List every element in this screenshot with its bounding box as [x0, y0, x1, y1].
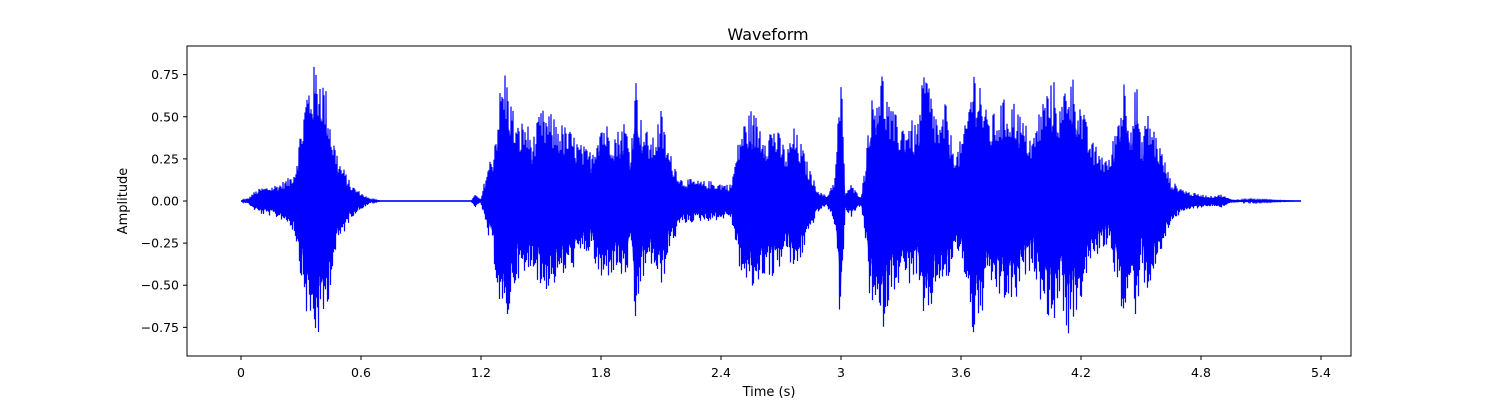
x-tick-label: 4.2 — [1071, 365, 1091, 380]
x-axis-label: Time (s) — [742, 385, 796, 400]
x-tick-label: 4.8 — [1191, 365, 1211, 380]
x-tick-label: 1.8 — [591, 365, 611, 380]
x-tick-label: 3 — [837, 365, 845, 380]
x-axis: 0 0.6 1.2 1.8 2.4 3 3.6 4.2 4.8 5.4 — [237, 356, 1331, 380]
y-tick-label: 0.00 — [151, 194, 179, 209]
y-tick-label: −0.75 — [141, 320, 179, 335]
y-tick-label: −0.50 — [141, 278, 179, 293]
y-tick-label: 0.75 — [151, 67, 179, 82]
x-tick-label: 5.4 — [1311, 365, 1331, 380]
y-tick-label: −0.25 — [141, 236, 179, 251]
y-axis: −0.75 −0.50 −0.25 0.00 0.25 0.50 0.75 — [141, 67, 187, 335]
x-tick-label: 2.4 — [711, 365, 731, 380]
y-axis-label: Amplitude — [116, 168, 131, 235]
chart-title: Waveform — [727, 25, 808, 44]
x-tick-label: 1.2 — [471, 365, 491, 380]
x-tick-label: 0 — [237, 365, 245, 380]
y-tick-label: 0.25 — [151, 151, 179, 166]
x-tick-label: 0.6 — [351, 365, 371, 380]
x-tick-label: 3.6 — [951, 365, 971, 380]
y-tick-label: 0.50 — [151, 109, 179, 124]
